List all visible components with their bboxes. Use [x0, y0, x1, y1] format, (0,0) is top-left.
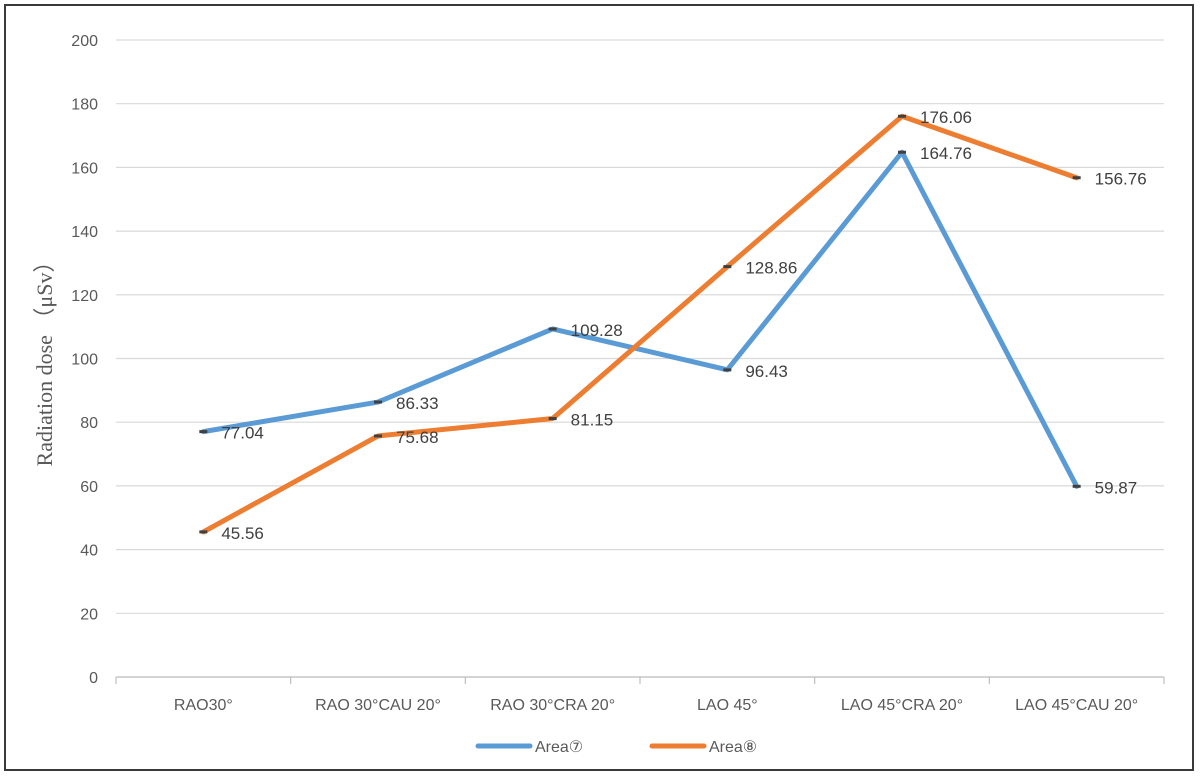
y-axis-title: Radiation dose （μSv） — [32, 251, 57, 467]
y-tick-label: 80 — [80, 415, 98, 432]
legend-label: Area⑧ — [709, 739, 757, 756]
series-line-1 — [200, 149, 1080, 489]
x-tick-label: RAO 30°CAU 20° — [315, 697, 441, 714]
data-label: 45.56 — [221, 524, 264, 543]
x-tick-label: LAO 45° — [697, 697, 758, 714]
y-tick-label: 160 — [71, 160, 98, 177]
y-tick-label: 0 — [89, 670, 98, 687]
chart-frame — [4, 4, 1194, 771]
y-tick-label: 40 — [80, 543, 98, 560]
x-tick-label: RAO30° — [174, 697, 233, 714]
x-tick-label: LAO 45°CAU 20° — [1015, 697, 1138, 714]
y-tick-label: 180 — [71, 97, 98, 114]
data-label: 164.76 — [920, 144, 972, 163]
data-point-marker — [374, 434, 382, 438]
data-label: 109.28 — [571, 321, 623, 340]
data-label: 96.43 — [745, 362, 788, 381]
data-label: 75.68 — [396, 428, 439, 447]
data-label: 176.06 — [920, 108, 972, 127]
data-point-marker — [898, 114, 906, 118]
x-tick-label: LAO 45°CRA 20° — [841, 697, 963, 714]
y-tick-label: 140 — [71, 224, 98, 241]
data-point-marker — [548, 327, 557, 331]
data-point-marker — [199, 530, 208, 534]
data-point-marker — [374, 400, 382, 404]
y-tick-label: 20 — [80, 606, 98, 623]
data-label: 81.15 — [571, 411, 614, 430]
series-line-2 — [200, 113, 1080, 535]
data-point-marker — [723, 265, 732, 269]
data-point-marker — [548, 417, 557, 421]
data-point-marker — [898, 150, 906, 154]
y-tick-label: 200 — [71, 33, 98, 50]
data-label: 86.33 — [396, 394, 439, 413]
x-tick-label: RAO 30°CRA 20° — [490, 697, 615, 714]
data-label: 156.76 — [1095, 170, 1147, 189]
data-point-marker — [1072, 484, 1081, 488]
y-tick-label: 120 — [71, 288, 98, 305]
data-point-marker — [199, 430, 208, 434]
data-point-marker — [723, 368, 732, 372]
data-label: 77.04 — [221, 424, 264, 443]
data-label: 59.87 — [1095, 478, 1138, 497]
y-tick-label: 60 — [80, 479, 98, 496]
data-label: 128.86 — [745, 259, 797, 278]
legend-label: Area⑦ — [535, 739, 583, 756]
data-point-marker — [1072, 176, 1081, 180]
y-tick-label: 100 — [71, 352, 98, 369]
